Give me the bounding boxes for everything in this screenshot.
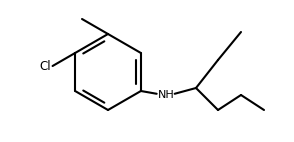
- Text: Cl: Cl: [39, 59, 51, 73]
- Text: NH: NH: [158, 90, 174, 100]
